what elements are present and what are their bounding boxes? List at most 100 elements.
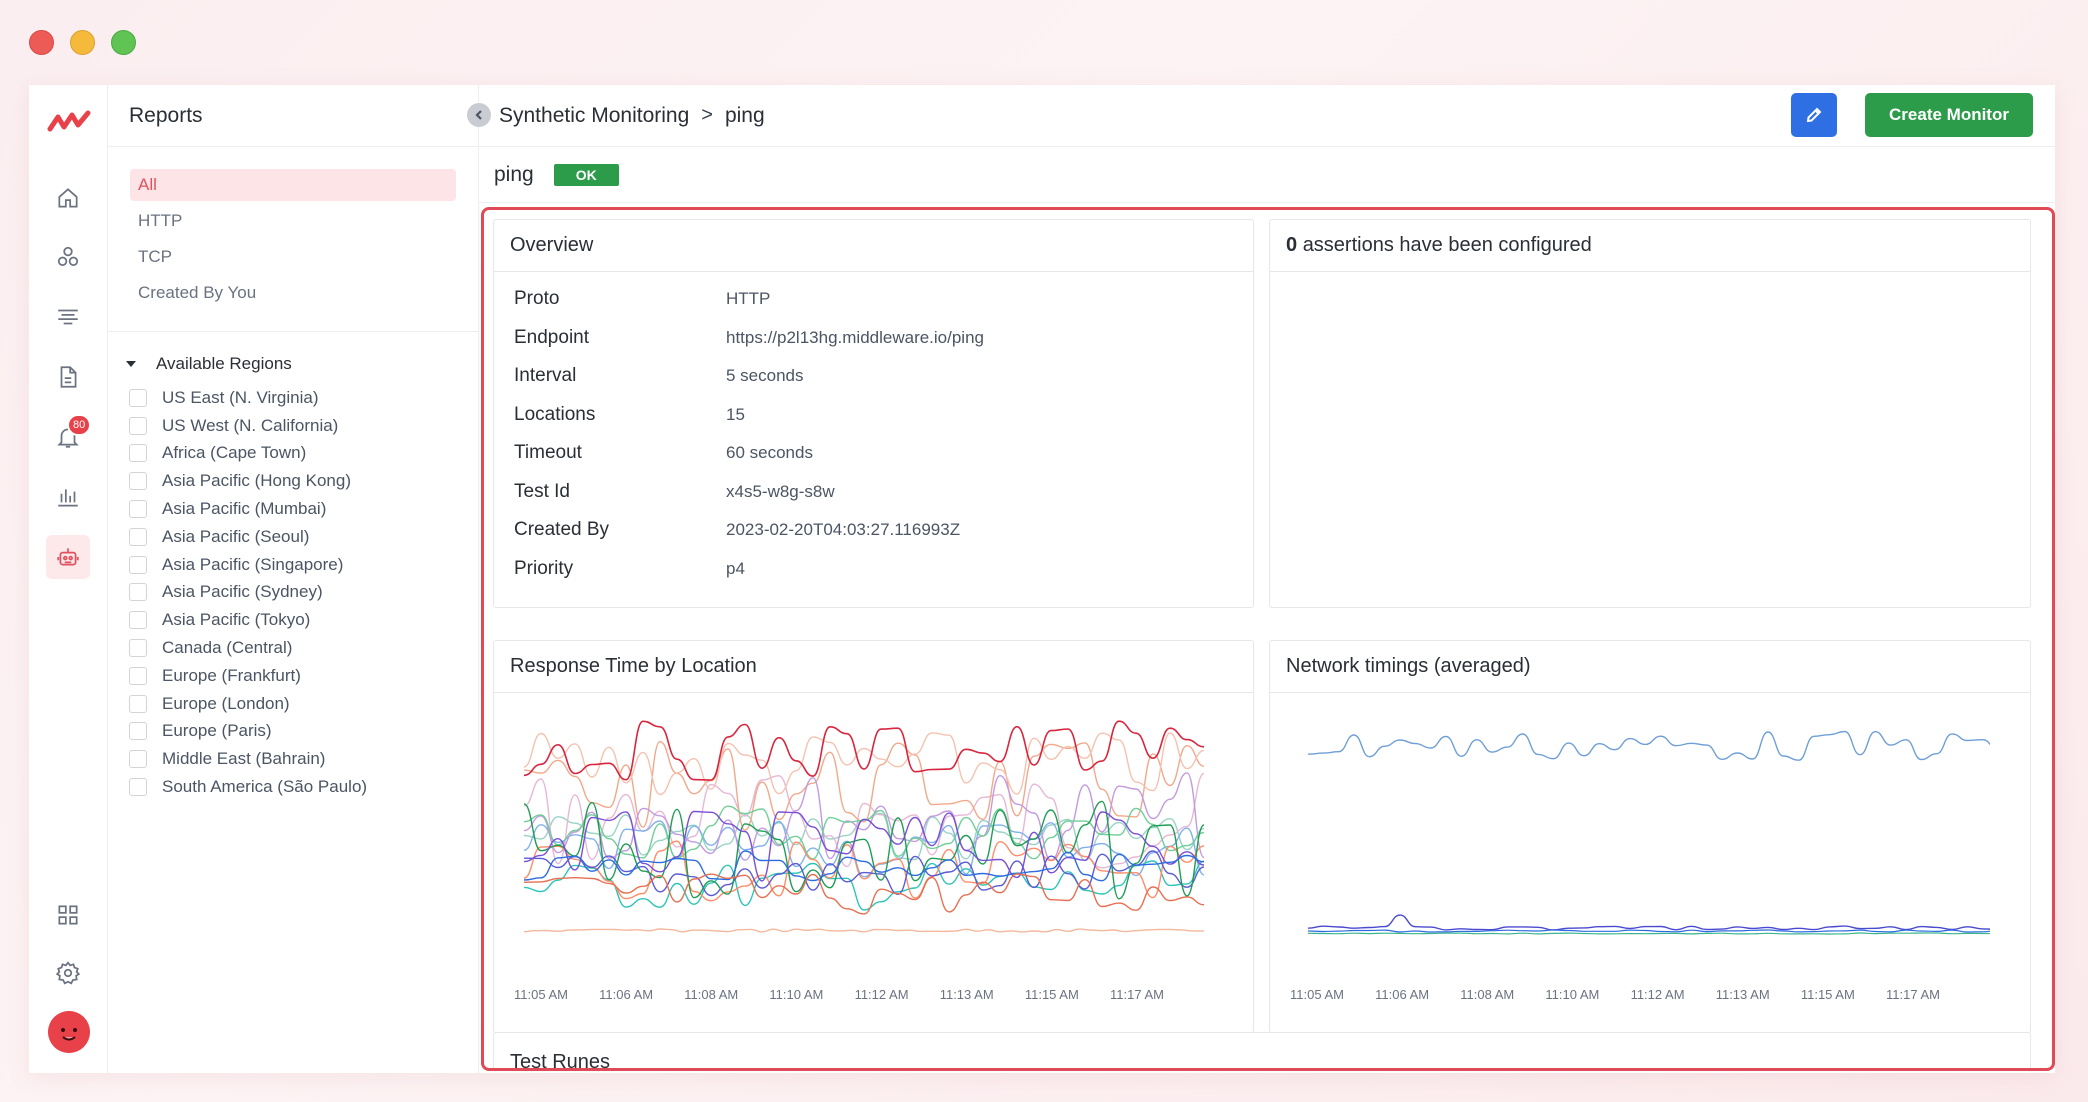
pencil-icon [1806, 107, 1822, 123]
series-line [523, 850, 1205, 897]
region-label: US East (N. Virginia) [162, 387, 319, 407]
x-tick-label: 11:13 AM [939, 987, 994, 1002]
region-item[interactable]: Asia Pacific (Tokyo) [108, 606, 478, 634]
detail-value[interactable]: https://p2l13hg.middleware.io/ping [726, 327, 984, 347]
create-monitor-button[interactable]: Create Monitor [1865, 93, 2033, 137]
region-checkbox[interactable] [129, 611, 147, 630]
minimize-window-button[interactable] [70, 30, 95, 55]
document-icon[interactable] [53, 362, 83, 392]
series-line [523, 840, 1205, 902]
region-item[interactable]: US East (N. Virginia) [108, 384, 478, 412]
overview-details: Proto HTTP Endpoint https://p2l13hg.middle… [494, 272, 1253, 588]
region-checkbox[interactable] [129, 555, 147, 574]
available-regions-toggle[interactable]: Available Regions [126, 354, 478, 374]
x-tick-label: 11:05 AM [1290, 987, 1344, 1002]
logs-icon[interactable] [53, 302, 83, 332]
region-checkbox[interactable] [129, 388, 147, 407]
app-window: 80 Reports All HTTP TCP Created By You A… [29, 85, 2055, 1073]
assertions-text: assertions have been configured [1302, 234, 1592, 256]
series-line [523, 850, 1205, 882]
maximize-window-button[interactable] [111, 30, 136, 55]
region-label: Asia Pacific (Sydney) [162, 582, 323, 602]
region-checkbox[interactable] [129, 472, 147, 491]
x-tick-label: 11:12 AM [1630, 987, 1685, 1002]
region-item[interactable]: Asia Pacific (Singapore) [108, 551, 478, 579]
breadcrumb-root[interactable]: Synthetic Monitoring [499, 103, 690, 127]
series-line [1307, 730, 1990, 761]
dashboards-chart-icon[interactable] [53, 482, 83, 512]
series-line [523, 740, 1205, 831]
detail-key: Proto [514, 288, 560, 310]
region-item[interactable]: Canada (Central) [108, 634, 478, 662]
detail-row-proto: Proto HTTP [494, 280, 1253, 319]
icon-rail: 80 [29, 85, 108, 1073]
filter-all[interactable]: All [130, 169, 456, 201]
region-checkbox[interactable] [129, 500, 147, 519]
detail-key: Created By [514, 519, 610, 541]
monitor-name: ping [494, 162, 534, 186]
region-checkbox[interactable] [129, 416, 147, 435]
region-item[interactable]: Africa (Cape Town) [108, 440, 478, 468]
region-item[interactable]: Asia Pacific (Mumbai) [108, 495, 478, 523]
filter-http[interactable]: HTTP [138, 211, 183, 230]
window-controls [29, 30, 136, 55]
breadcrumb-current: ping [724, 103, 765, 127]
regions-header-label: Available Regions [156, 354, 292, 373]
detail-key: Priority [514, 557, 574, 579]
region-checkbox[interactable] [129, 666, 147, 685]
apps-grid-icon[interactable] [53, 900, 83, 930]
region-label: Europe (Paris) [162, 721, 272, 741]
middleware-logo-icon[interactable] [47, 107, 91, 137]
notification-badge: 80 [67, 414, 92, 436]
region-item[interactable]: Europe (Paris) [108, 718, 478, 746]
region-checkbox[interactable] [129, 778, 147, 797]
infrastructure-icon[interactable] [53, 242, 83, 272]
region-label: Asia Pacific (Singapore) [162, 554, 344, 574]
breadcrumb-separator: > [701, 104, 713, 126]
edit-monitor-button[interactable] [1791, 93, 1837, 137]
region-item[interactable]: Middle East (Bahrain) [108, 745, 478, 773]
x-tick-label: 11:08 AM [1460, 987, 1515, 1002]
x-tick-label: 11:13 AM [1715, 987, 1770, 1002]
status-badge: OK [553, 163, 619, 186]
response-time-chart [523, 720, 1205, 933]
region-item[interactable]: US West (N. California) [108, 412, 478, 440]
region-label: Asia Pacific (Hong Kong) [162, 471, 351, 491]
x-tick-label: 11:10 AM [769, 987, 824, 1002]
region-checkbox[interactable] [129, 750, 147, 769]
series-line [1307, 914, 1990, 931]
alerts-bell-icon[interactable]: 80 [53, 414, 92, 452]
region-item[interactable]: Asia Pacific (Sydney) [108, 579, 478, 607]
detail-row-priority: Priority p4 [494, 550, 1253, 589]
settings-gear-icon[interactable] [53, 958, 83, 988]
region-checkbox[interactable] [129, 722, 147, 741]
region-checkbox[interactable] [129, 444, 147, 463]
user-avatar[interactable] [48, 1011, 90, 1053]
series-line [523, 772, 1205, 861]
region-checkbox[interactable] [129, 583, 147, 602]
region-item[interactable]: South America (São Paulo) [108, 773, 478, 801]
region-item[interactable]: Europe (London) [108, 690, 478, 718]
x-tick-label: 11:06 AM [1375, 987, 1430, 1002]
region-item[interactable]: Asia Pacific (Hong Kong) [108, 467, 478, 495]
reports-sidebar: Reports All HTTP TCP Created By You Avai… [108, 85, 479, 1073]
collapse-sidebar-button[interactable] [467, 103, 491, 127]
region-checkbox[interactable] [129, 639, 147, 658]
filter-created-by-you[interactable]: Created By You [138, 283, 257, 302]
region-item[interactable]: Europe (Frankfurt) [108, 662, 478, 690]
region-checkbox[interactable] [129, 694, 147, 713]
detail-key: Endpoint [514, 326, 590, 348]
chevron-left-icon [475, 110, 482, 120]
region-checkbox[interactable] [129, 527, 147, 546]
x-tick-label: 11:17 AM [1109, 987, 1164, 1002]
series-line [523, 732, 1205, 796]
filter-tcp[interactable]: TCP [138, 247, 172, 266]
synthetic-monitoring-robot-icon[interactable] [46, 535, 90, 579]
region-item[interactable]: Asia Pacific (Seoul) [108, 523, 478, 551]
regions-list: US East (N. Virginia) US West (N. Califo… [108, 384, 478, 801]
series-line [523, 873, 1205, 915]
x-tick-label: 11:12 AM [854, 987, 909, 1002]
close-window-button[interactable] [29, 30, 54, 55]
home-icon[interactable] [53, 183, 83, 213]
series-line [523, 860, 1205, 911]
